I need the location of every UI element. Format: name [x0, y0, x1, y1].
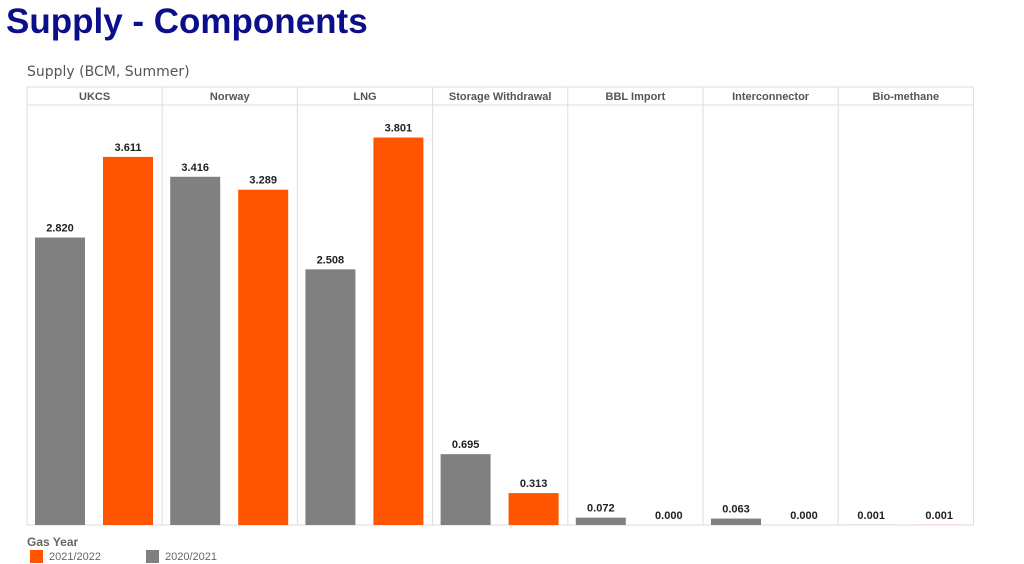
data-label: 0.001 — [925, 510, 953, 522]
data-label: 0.001 — [857, 510, 885, 522]
bar-2020-2021 — [305, 269, 356, 525]
bar-2020-2021 — [35, 237, 85, 525]
legend-label: 2021/2022 — [49, 550, 101, 563]
legend-swatch — [30, 550, 43, 563]
bar-2021-2022 — [103, 156, 153, 525]
bar-2020-2021 — [711, 518, 761, 525]
chart-title: Supply (BCM, Summer) — [27, 64, 190, 80]
bar-2021-2022 — [373, 137, 424, 526]
legend-label: 2020/2021 — [165, 550, 217, 563]
data-label: 0.063 — [722, 504, 750, 516]
bar-2021-2022 — [508, 493, 559, 525]
category-label: Interconnector — [732, 91, 810, 103]
bar-2021-2022 — [238, 189, 289, 525]
category-label: Bio-methane — [872, 91, 939, 103]
plot-frame — [26, 86, 974, 526]
data-label: 0.000 — [790, 510, 818, 522]
legend-title: Gas Year — [27, 535, 79, 549]
data-label: 3.801 — [385, 123, 413, 135]
category-label: Storage Withdrawal — [449, 91, 552, 103]
slide-title: Supply - Components — [6, 2, 368, 41]
data-label: 3.289 — [249, 175, 277, 187]
legend-item-2020-2021: 2020/2021 — [146, 550, 217, 563]
bar-2020-2021 — [170, 176, 221, 526]
bar-2020-2021 — [575, 517, 626, 525]
data-label: 0.313 — [520, 478, 548, 490]
data-label: 2.820 — [46, 223, 74, 235]
legend-item-2021-2022: 2021/2022 — [30, 550, 101, 563]
data-label: 0.072 — [587, 503, 615, 515]
category-label: BBL Import — [606, 91, 666, 103]
data-label: 0.695 — [452, 439, 480, 451]
category-label: UKCS — [79, 91, 110, 103]
bar-2020-2021 — [440, 454, 491, 525]
legend-swatch — [146, 550, 159, 563]
data-label: 0.000 — [655, 510, 683, 522]
category-label: Norway — [210, 91, 251, 103]
data-label: 3.611 — [115, 142, 142, 154]
data-label: 2.508 — [317, 254, 345, 266]
category-label: LNG — [353, 91, 376, 103]
data-label: 3.416 — [181, 162, 209, 174]
